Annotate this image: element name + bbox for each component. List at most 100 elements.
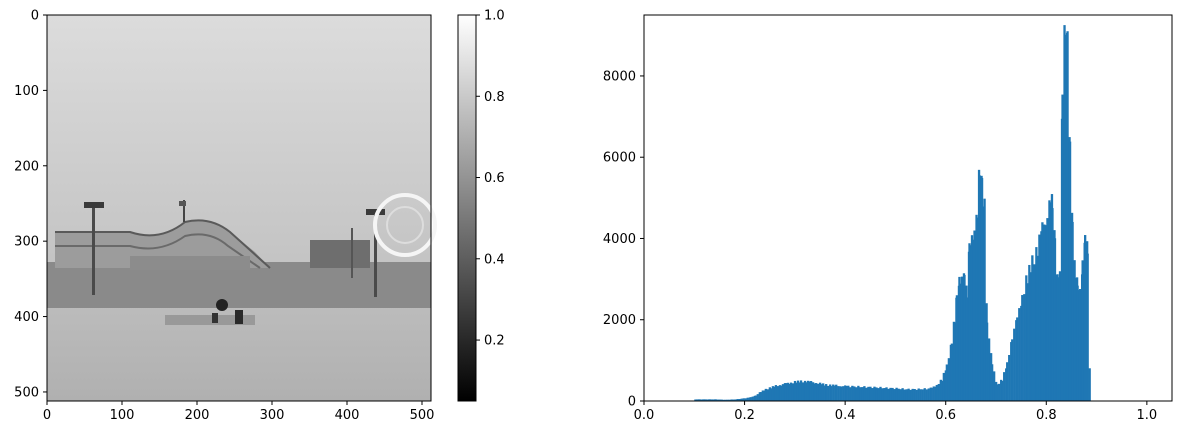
histogram-bar <box>722 399 725 401</box>
histogram-bar <box>766 389 770 401</box>
histogram-bar <box>975 217 979 401</box>
histogram-bar <box>804 382 808 401</box>
histogram-bar <box>728 399 731 401</box>
histogram-bar <box>738 398 741 401</box>
histogram-bar <box>754 395 757 401</box>
photo-sky <box>47 15 431 270</box>
image-x-tick-label: 400 <box>335 408 360 423</box>
histogram-bar <box>893 389 896 401</box>
histogram-bar <box>958 276 961 401</box>
histogram-bar <box>1066 31 1069 401</box>
image-y-tick-label: 300 <box>14 235 39 250</box>
histogram-bar <box>756 394 759 401</box>
histogram-y-axis: 0 2000 4000 6000 8000 <box>603 69 644 410</box>
histogram-bar <box>781 384 785 401</box>
histogram-bar <box>718 399 721 401</box>
histogram-bar <box>873 386 876 401</box>
light-pole-top <box>84 202 104 208</box>
histogram-bar <box>1084 235 1087 401</box>
image-y-tick-label: 200 <box>14 159 39 174</box>
histogram-bar <box>1016 317 1019 401</box>
histogram-bar <box>1063 34 1067 401</box>
image-x-tick-label: 0 <box>43 408 51 423</box>
colorbar-tick-label: 0.2 <box>484 334 505 349</box>
histogram-y-tick-label: 8000 <box>603 69 636 84</box>
histogram-bar <box>968 243 971 401</box>
histogram-bar <box>901 388 904 401</box>
colorbar-tick-label: 0.4 <box>484 252 505 267</box>
histogram-bar <box>1068 141 1072 401</box>
histogram-bar <box>742 398 745 401</box>
histogram-bar <box>899 389 902 401</box>
sandbar <box>165 315 255 325</box>
histogram-x-tick-label: 0.0 <box>634 408 655 423</box>
histogram-bar <box>776 386 780 401</box>
image-x-tick-label: 500 <box>410 408 435 423</box>
histogram-bar <box>746 397 749 401</box>
histogram-bar <box>945 364 949 401</box>
histogram-bar <box>1038 234 1041 401</box>
histogram-bar <box>869 386 872 401</box>
histogram-bar <box>720 399 723 401</box>
histogram-bar <box>983 198 986 401</box>
histogram-bar <box>796 380 800 401</box>
histogram-bar <box>915 389 918 401</box>
histogram-bar <box>859 387 862 401</box>
histogram-bar <box>930 387 933 401</box>
histogram-bar <box>710 399 713 401</box>
histogram-bar <box>732 399 735 401</box>
histogram-bar <box>932 386 935 401</box>
histogram-bar <box>830 386 833 401</box>
image-x-tick-label: 200 <box>185 408 210 423</box>
histogram-bar <box>877 388 880 401</box>
histogram-bar <box>791 383 795 401</box>
histogram-bar <box>759 392 762 401</box>
histogram-bar <box>774 385 778 401</box>
histogram-bar <box>947 358 951 401</box>
histogram-bar <box>744 398 747 401</box>
histogram-bar <box>1041 222 1044 401</box>
histogram-bar <box>1028 264 1031 401</box>
coaster-track-lower <box>55 233 261 269</box>
histogram-bar <box>853 386 856 401</box>
histogram-bar <box>726 399 729 401</box>
histogram-bar <box>917 388 920 401</box>
histogram-bar <box>1003 372 1006 401</box>
histogram-bar <box>799 380 803 401</box>
histogram-bar <box>1073 277 1077 401</box>
histogram-bar <box>716 399 719 401</box>
building <box>310 240 370 268</box>
histogram-bar <box>730 399 733 401</box>
histogram-bar <box>879 386 882 401</box>
histogram-bar <box>857 385 860 401</box>
colorbar-tick-label: 0.6 <box>484 171 505 186</box>
histogram-bar <box>865 387 868 401</box>
histogram-bar <box>1018 308 1021 401</box>
histogram-bar <box>973 230 976 401</box>
histogram-bar <box>963 274 966 401</box>
histogram-bar <box>786 382 790 401</box>
histogram-bar <box>700 399 703 401</box>
histogram-x-tick-label: 0.2 <box>734 408 755 423</box>
histogram-bar <box>978 175 981 401</box>
histogram-bar <box>814 383 818 401</box>
histogram-bar <box>980 178 984 401</box>
histogram-bar <box>1061 94 1064 401</box>
histogram-bar <box>887 388 890 401</box>
histogram-bar <box>1031 255 1034 401</box>
person <box>216 299 228 311</box>
histogram-bar <box>1048 202 1052 401</box>
histogram-bar <box>806 380 810 401</box>
histogram-bar <box>827 385 830 401</box>
histogram-bar <box>987 338 991 401</box>
histogram-bar <box>871 388 874 401</box>
person <box>235 310 243 324</box>
histogram-bar <box>883 388 886 401</box>
histogram-bar <box>955 295 959 401</box>
histogram-bar <box>1013 328 1016 401</box>
histogram-bar <box>907 388 910 401</box>
histogram-bar <box>1051 208 1054 401</box>
histogram-bar <box>950 343 954 401</box>
histogram-bar <box>881 388 884 401</box>
histogram-bars <box>694 25 1148 402</box>
